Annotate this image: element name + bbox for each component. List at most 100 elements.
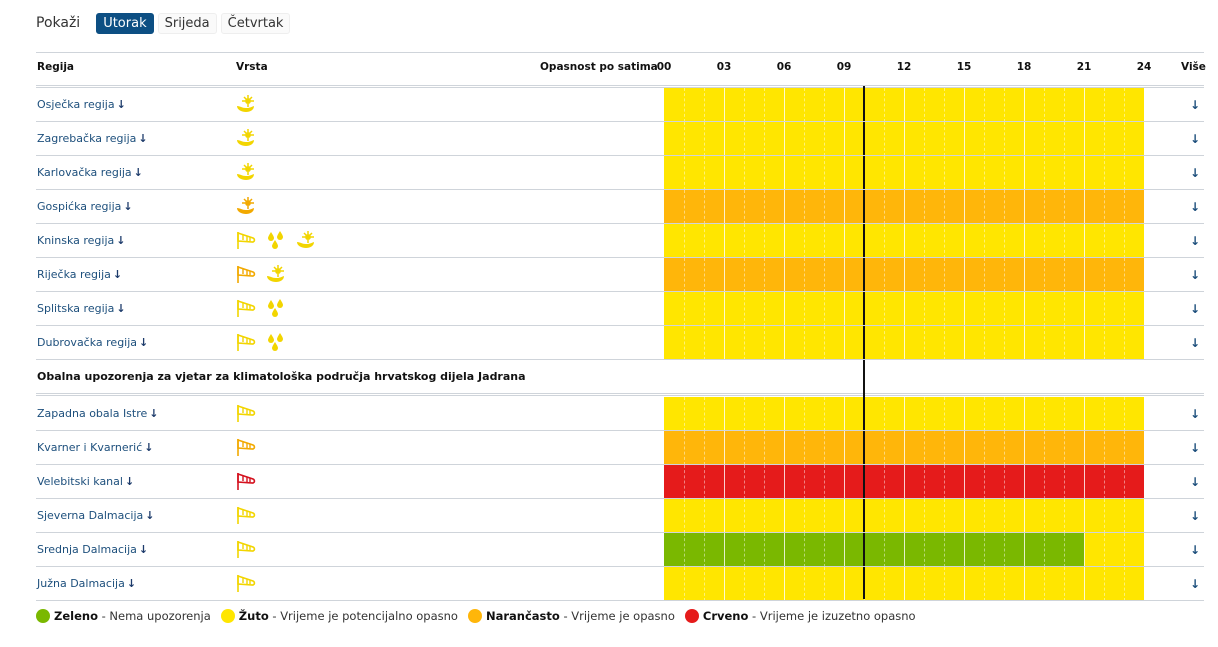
hour-gridline xyxy=(1024,499,1025,533)
day-tab-tuesday[interactable]: Utorak xyxy=(96,12,154,34)
more-arrow-down-icon[interactable]: ↓ xyxy=(1189,441,1200,455)
region-link[interactable]: Sjeverna Dalmacija ↓ xyxy=(37,509,154,522)
warning-types xyxy=(235,505,257,529)
hour-gridline xyxy=(764,567,765,601)
day-tab-thursday[interactable]: Četvrtak xyxy=(220,12,291,34)
hour-gridline xyxy=(904,499,905,533)
more-arrow-down-icon[interactable]: ↓ xyxy=(1189,234,1200,248)
hour-gridline xyxy=(764,465,765,499)
hour-gridline xyxy=(904,465,905,499)
legend-desc: - Vrijeme je potencijalno opasno xyxy=(268,609,458,623)
more-arrow-down-icon[interactable]: ↓ xyxy=(1189,132,1200,146)
hour-gridline xyxy=(904,326,905,360)
hour-gridline xyxy=(724,499,725,533)
hour-gridline xyxy=(964,88,965,122)
more-arrow-down-icon[interactable]: ↓ xyxy=(1189,336,1200,350)
hour-gridline xyxy=(924,292,925,326)
region-link[interactable]: Osječka regija ↓ xyxy=(37,98,126,111)
arrow-down-icon: ↓ xyxy=(123,200,133,213)
wind-icon xyxy=(235,230,257,254)
hour-gridline xyxy=(824,88,825,122)
hour-gridline xyxy=(804,326,805,360)
day-tab-wednesday[interactable]: Srijeda xyxy=(157,12,217,34)
hour-gridline xyxy=(784,88,785,122)
hour-gridline xyxy=(804,567,805,601)
table-row: Zapadna obala Istre ↓ ↓ xyxy=(36,397,1204,431)
hour-gridline xyxy=(724,292,725,326)
hour-gridline xyxy=(964,397,965,431)
hour-tick-label: 24 xyxy=(1136,61,1152,73)
more-arrow-down-icon[interactable]: ↓ xyxy=(1189,268,1200,282)
region-link[interactable]: Južna Dalmacija ↓ xyxy=(37,577,136,590)
region-link[interactable]: Velebitski kanal ↓ xyxy=(37,475,134,488)
hour-gridline xyxy=(1084,88,1085,122)
legend: Zeleno - Nema upozorenja Žuto - Vrijeme j… xyxy=(36,609,926,623)
region-link[interactable]: Kvarner i Kvarnerić ↓ xyxy=(37,441,153,454)
hour-gridline xyxy=(944,258,945,292)
hour-gridline xyxy=(904,156,905,190)
region-link[interactable]: Srednja Dalmacija ↓ xyxy=(37,543,148,556)
hour-gridline xyxy=(1024,326,1025,360)
wind-icon xyxy=(235,505,257,529)
hour-gridline xyxy=(844,465,845,499)
column-header-hazard: Opasnost po satima xyxy=(540,61,658,73)
hour-gridline xyxy=(964,431,965,465)
more-arrow-down-icon[interactable]: ↓ xyxy=(1189,166,1200,180)
warning-types xyxy=(235,162,257,186)
hour-gridline xyxy=(1044,431,1045,465)
hour-gridline xyxy=(744,567,745,601)
warning-types xyxy=(235,298,287,322)
hour-gridline xyxy=(684,88,685,122)
region-name: Kninska regija xyxy=(37,234,115,247)
hour-gridline xyxy=(824,122,825,156)
more-arrow-down-icon[interactable]: ↓ xyxy=(1189,543,1200,557)
hour-gridline xyxy=(784,258,785,292)
hour-gridline xyxy=(884,88,885,122)
region-link[interactable]: Zagrebačka regija ↓ xyxy=(37,132,148,145)
hour-gridline xyxy=(1064,258,1065,292)
hour-gridline xyxy=(924,465,925,499)
hour-gridline xyxy=(684,326,685,360)
hour-gridline xyxy=(684,258,685,292)
hour-gridline xyxy=(764,224,765,258)
hour-tick-label: 06 xyxy=(776,61,792,73)
region-link[interactable]: Dubrovačka regija ↓ xyxy=(37,336,148,349)
hour-gridline xyxy=(1064,190,1065,224)
region-name: Kvarner i Kvarnerić xyxy=(37,441,143,454)
hour-gridline xyxy=(704,499,705,533)
hour-gridline xyxy=(1104,224,1105,258)
region-link[interactable]: Riječka regija ↓ xyxy=(37,268,122,281)
region-name: Zapadna obala Istre xyxy=(37,407,148,420)
legend-item-orange: Narančasto - Vrijeme je opasno xyxy=(467,609,675,623)
region-link[interactable]: Karlovačka regija ↓ xyxy=(37,166,143,179)
hour-gridline xyxy=(1124,533,1125,567)
more-arrow-down-icon[interactable]: ↓ xyxy=(1189,407,1200,421)
hour-gridline xyxy=(1084,326,1085,360)
hazard-bar-green xyxy=(664,533,1084,567)
region-link[interactable]: Splitska regija ↓ xyxy=(37,302,126,315)
more-arrow-down-icon[interactable]: ↓ xyxy=(1189,475,1200,489)
more-arrow-down-icon[interactable]: ↓ xyxy=(1189,98,1200,112)
hour-gridline xyxy=(904,258,905,292)
hour-gridline xyxy=(1044,465,1045,499)
hour-gridline xyxy=(804,431,805,465)
hour-gridline xyxy=(744,397,745,431)
more-arrow-down-icon[interactable]: ↓ xyxy=(1189,302,1200,316)
legend-dot-icon xyxy=(220,609,235,623)
hour-gridline xyxy=(724,431,725,465)
more-arrow-down-icon[interactable]: ↓ xyxy=(1189,200,1200,214)
table-row: Sjeverna Dalmacija ↓ ↓ xyxy=(36,499,1204,533)
region-link[interactable]: Zapadna obala Istre ↓ xyxy=(37,407,159,420)
hour-gridline xyxy=(1064,326,1065,360)
table-row: Kninska regija ↓ ↓ xyxy=(36,224,1204,258)
arrow-down-icon: ↓ xyxy=(116,98,126,111)
more-arrow-down-icon[interactable]: ↓ xyxy=(1189,577,1200,591)
more-arrow-down-icon[interactable]: ↓ xyxy=(1189,509,1200,523)
hour-gridline xyxy=(984,533,985,567)
region-link[interactable]: Gospićka regija ↓ xyxy=(37,200,133,213)
hour-gridline xyxy=(1124,397,1125,431)
region-link[interactable]: Kninska regija ↓ xyxy=(37,234,125,247)
row-divider xyxy=(36,600,1204,601)
row-divider xyxy=(36,464,1204,465)
hour-gridline xyxy=(844,190,845,224)
